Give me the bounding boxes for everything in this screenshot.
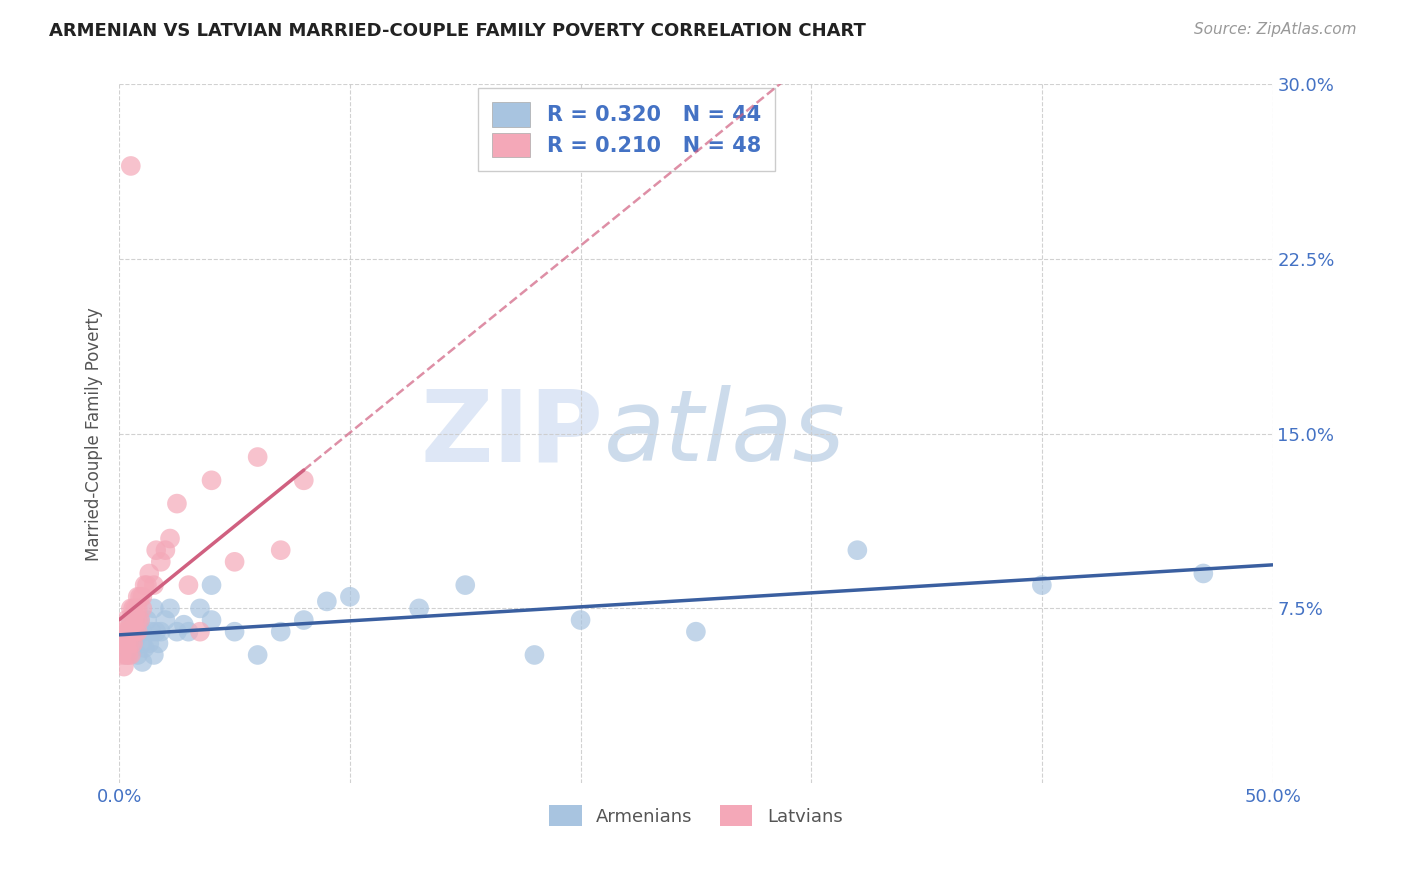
Point	[112, 624, 135, 639]
Point	[270, 624, 292, 639]
Point	[200, 613, 222, 627]
Point	[177, 578, 200, 592]
Point	[159, 532, 181, 546]
Point	[131, 636, 153, 650]
Legend: Armenians, Latvians: Armenians, Latvians	[543, 798, 849, 833]
Point	[120, 601, 142, 615]
Point	[224, 555, 246, 569]
Point	[122, 613, 145, 627]
Point	[149, 624, 172, 639]
Point	[129, 590, 152, 604]
Point	[115, 636, 138, 650]
Point	[148, 636, 170, 650]
Point	[246, 648, 269, 662]
Point	[224, 624, 246, 639]
Point	[117, 624, 139, 639]
Point	[127, 613, 149, 627]
Point	[120, 648, 142, 662]
Point	[846, 543, 869, 558]
Point	[112, 636, 135, 650]
Point	[112, 659, 135, 673]
Point	[292, 613, 315, 627]
Point	[173, 617, 195, 632]
Point	[685, 624, 707, 639]
Point	[138, 566, 160, 581]
Point	[292, 473, 315, 487]
Point	[142, 601, 165, 615]
Point	[127, 624, 149, 639]
Text: ARMENIAN VS LATVIAN MARRIED-COUPLE FAMILY POVERTY CORRELATION CHART: ARMENIAN VS LATVIAN MARRIED-COUPLE FAMIL…	[49, 22, 866, 40]
Point	[131, 624, 153, 639]
Point	[124, 624, 146, 639]
Point	[120, 624, 142, 639]
Point	[124, 613, 146, 627]
Point	[127, 590, 149, 604]
Point	[115, 624, 138, 639]
Point	[569, 613, 592, 627]
Point	[145, 624, 167, 639]
Point	[131, 655, 153, 669]
Point	[149, 555, 172, 569]
Point	[155, 613, 177, 627]
Point	[138, 636, 160, 650]
Point	[127, 648, 149, 662]
Point	[122, 636, 145, 650]
Point	[200, 473, 222, 487]
Point	[120, 636, 142, 650]
Point	[145, 543, 167, 558]
Point	[127, 601, 149, 615]
Point	[120, 613, 142, 627]
Point	[136, 578, 159, 592]
Point	[142, 648, 165, 662]
Point	[124, 601, 146, 615]
Point	[117, 648, 139, 662]
Point	[188, 601, 211, 615]
Point	[134, 640, 156, 655]
Point	[120, 613, 142, 627]
Point	[117, 636, 139, 650]
Point	[112, 636, 135, 650]
Point	[177, 624, 200, 639]
Point	[408, 601, 430, 615]
Point	[339, 590, 361, 604]
Point	[315, 594, 337, 608]
Point	[115, 648, 138, 662]
Y-axis label: Married-Couple Family Poverty: Married-Couple Family Poverty	[86, 307, 103, 560]
Point	[120, 159, 142, 173]
Point	[136, 613, 159, 627]
Text: Source: ZipAtlas.com: Source: ZipAtlas.com	[1194, 22, 1357, 37]
Point	[141, 624, 163, 639]
Point	[124, 632, 146, 646]
Point	[120, 636, 142, 650]
Point	[200, 578, 222, 592]
Text: ZIP: ZIP	[420, 385, 603, 483]
Point	[142, 578, 165, 592]
Point	[1031, 578, 1053, 592]
Point	[129, 613, 152, 627]
Point	[246, 450, 269, 464]
Point	[127, 624, 149, 639]
Point	[134, 578, 156, 592]
Point	[155, 543, 177, 558]
Point	[1192, 566, 1215, 581]
Point	[117, 624, 139, 639]
Point	[115, 648, 138, 662]
Point	[159, 601, 181, 615]
Point	[115, 613, 138, 627]
Point	[270, 543, 292, 558]
Point	[454, 578, 477, 592]
Point	[110, 636, 132, 650]
Text: atlas: atlas	[603, 385, 845, 483]
Point	[110, 648, 132, 662]
Point	[188, 624, 211, 639]
Point	[523, 648, 546, 662]
Point	[122, 640, 145, 655]
Point	[131, 601, 153, 615]
Point	[131, 590, 153, 604]
Point	[166, 624, 188, 639]
Point	[122, 624, 145, 639]
Point	[122, 601, 145, 615]
Point	[166, 497, 188, 511]
Point	[129, 613, 152, 627]
